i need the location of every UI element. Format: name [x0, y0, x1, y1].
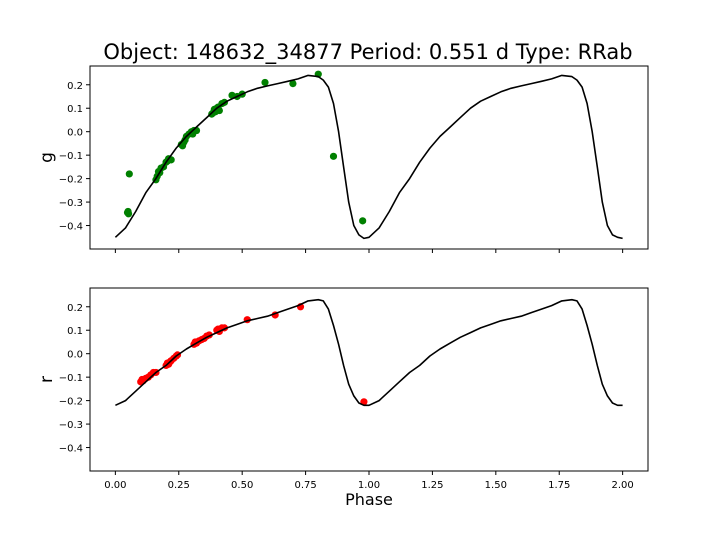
g-data-point: [124, 210, 133, 218]
phase-axis-label: Phase: [345, 490, 393, 509]
r-data-point: [360, 398, 368, 406]
r-xtick-label: 1.25: [421, 480, 443, 491]
g-ytick-label: −0.2: [59, 175, 83, 186]
g-data-point: [261, 78, 269, 87]
g-ytick-label: 0.0: [67, 128, 83, 139]
r-axis-label: r: [37, 376, 57, 383]
r-xtick-label: 1.00: [358, 480, 380, 491]
r-xtick-label: 1.50: [485, 480, 507, 491]
r-ytick-label: 0.2: [67, 303, 83, 314]
r-ytick-label: −0.1: [59, 373, 83, 384]
g-data-point: [329, 152, 338, 160]
g-data-point: [289, 79, 297, 88]
panel-g-band: −0.4 −0.3 −0.2 −0.1 0.0 0.1 0.2 g: [37, 65, 649, 253]
g-data-point: [215, 106, 223, 115]
r-xtick-label: 0.00: [104, 480, 126, 491]
g-ytick-label: −0.4: [59, 222, 83, 233]
r-ytick-label: −0.2: [59, 397, 83, 408]
g-axis-label: g: [37, 152, 57, 163]
r-ytick-label: 0.0: [67, 350, 83, 361]
chart-title: Object: 148632_34877 Period: 0.551 d Typ…: [103, 40, 632, 65]
r-xtick-label: 0.50: [231, 480, 253, 491]
g-data-point: [125, 170, 133, 178]
g-model-curve: [114, 74, 623, 240]
r-ytick-label: 0.1: [67, 326, 83, 337]
r-xtick-label: 0.25: [168, 480, 190, 491]
r-xtick-label: 1.75: [548, 480, 570, 491]
r-ytick-label: −0.4: [59, 444, 83, 455]
r-xtick-label: 0.75: [294, 480, 316, 491]
r-ytick-label: −0.3: [59, 420, 83, 431]
g-ytick-label: −0.1: [59, 151, 83, 162]
g-ytick-label: 0.2: [67, 81, 83, 92]
g-ytick-label: −0.3: [59, 198, 83, 209]
g-data-point: [359, 217, 367, 225]
panel-r-band: −0.4 −0.3 −0.2 −0.1 0.0 0.1 0.2 0.00 0.25 0.50 0.7…: [37, 287, 649, 509]
r-model-curve: [115, 298, 623, 407]
g-ytick-label: 0.1: [67, 104, 83, 115]
r-xtick-label: 2.00: [612, 480, 634, 491]
r-axes-frame: [89, 287, 649, 472]
